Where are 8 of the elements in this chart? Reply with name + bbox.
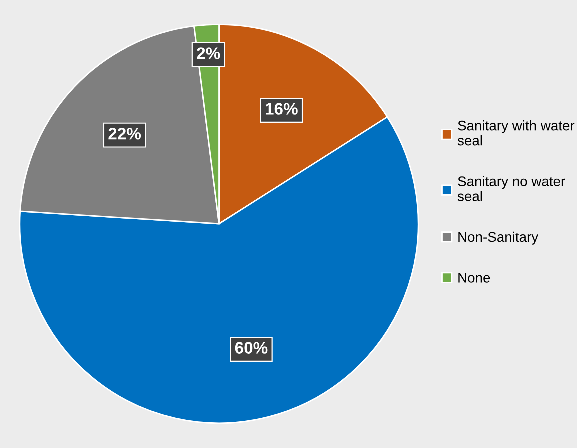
data-label: 22% bbox=[108, 128, 142, 140]
data-label: 2% bbox=[197, 48, 220, 60]
legend-label: Sanitary with water seal bbox=[458, 120, 575, 146]
legend-label: None bbox=[458, 273, 490, 283]
data-label: 16% bbox=[266, 103, 298, 115]
legend-label: Sanitary no water seal bbox=[458, 176, 566, 202]
data-label: 60% bbox=[235, 342, 268, 354]
legend-label: Non-Sanitary bbox=[458, 232, 539, 245]
